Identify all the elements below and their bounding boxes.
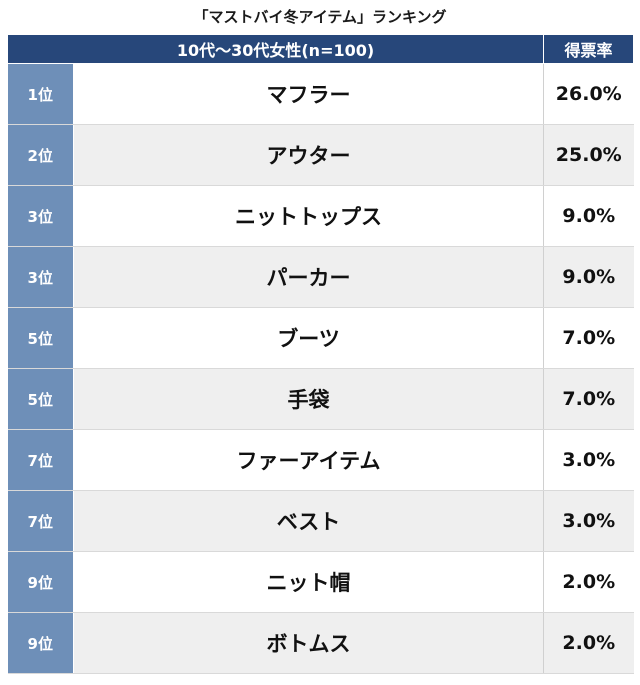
table-row: 9位 ボトムス 2.0% [7,612,634,674]
item-label: パーカー [73,246,545,308]
rank-label: 1位 [7,63,74,125]
chart-title: 「マストバイ冬アイテム」ランキング [193,8,447,26]
item-label: ニット帽 [73,551,545,613]
table-row: 2位 アウター 25.0% [7,124,634,186]
table-row: 7位 ベスト 3.0% [7,490,634,552]
rank-label: 7位 [7,490,74,552]
item-label: ニットトップス [73,185,545,247]
ranking-table: 10代〜30代女性(n=100) 得票率 1位 マフラー 26.0% 2位 アウター 25… [6,34,635,674]
value-label: 25.0% [543,124,634,186]
item-label: 手袋 [73,368,545,430]
rank-label: 7位 [7,429,74,491]
value-label: 7.0% [543,307,634,369]
item-label: ボトムス [73,612,545,674]
table-row: 9位 ニット帽 2.0% [7,551,634,613]
table-body: 1位 マフラー 26.0% 2位 アウター 25.0% 3位 ニットトップス 9.0% 3位 パーカ… [7,63,634,674]
rank-label: 3位 [7,185,74,247]
item-label: アウター [73,124,545,186]
table-header-row: 10代〜30代女性(n=100) 得票率 [6,34,635,64]
table-row: 3位 ニットトップス 9.0% [7,185,634,247]
rank-label: 5位 [7,307,74,369]
header-group-label: 10代〜30代女性(n=100) [6,34,545,64]
value-label: 26.0% [543,63,634,125]
table-row: 5位 ブーツ 7.0% [7,307,634,369]
rank-label: 5位 [7,368,74,430]
value-label: 7.0% [543,368,634,430]
value-label: 2.0% [543,612,634,674]
rank-label: 3位 [7,246,74,308]
value-label: 9.0% [543,246,634,308]
table-row: 7位 ファーアイテム 3.0% [7,429,634,491]
rank-label: 9位 [7,612,74,674]
rank-label: 2位 [7,124,74,186]
item-label: ファーアイテム [73,429,545,491]
header-value-label: 得票率 [543,34,635,64]
table-row: 3位 パーカー 9.0% [7,246,634,308]
value-label: 2.0% [543,551,634,613]
table-row: 1位 マフラー 26.0% [7,63,634,125]
value-label: 9.0% [543,185,634,247]
value-label: 3.0% [543,490,634,552]
table-row: 5位 手袋 7.0% [7,368,634,430]
rank-label: 9位 [7,551,74,613]
item-label: ベスト [73,490,545,552]
item-label: ブーツ [73,307,545,369]
value-label: 3.0% [543,429,634,491]
item-label: マフラー [73,63,545,125]
